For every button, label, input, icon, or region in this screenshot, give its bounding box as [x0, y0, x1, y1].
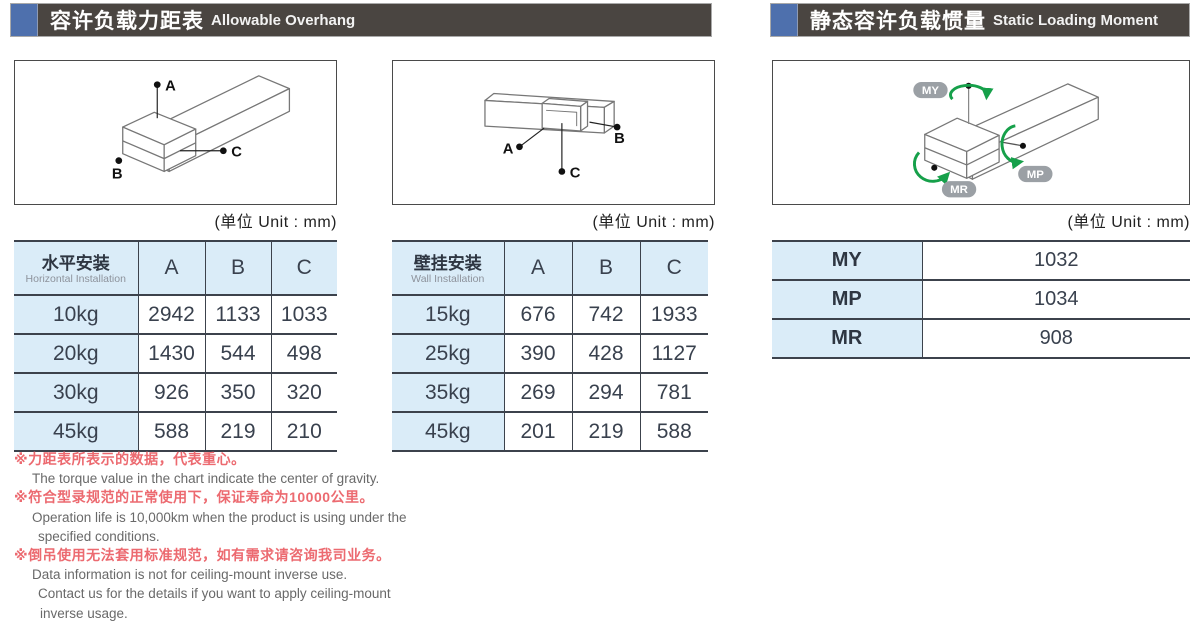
unit-label: (单位 Unit : mm): [592, 214, 715, 231]
table-header-row: 壁挂安装 Wall Installation A B C: [392, 240, 708, 296]
point-a-dot: [153, 81, 161, 89]
mr-rotation-arrow-icon: [912, 151, 951, 186]
header-static-loading-moment: 静态容许负载惯量 Static Loading Moment: [770, 3, 1190, 37]
header-title-en: Allowable Overhang: [211, 11, 356, 29]
point-b-label: B: [112, 166, 123, 182]
mr-badge-label: MR: [950, 184, 969, 196]
moment-label-mp: MP: [772, 279, 923, 320]
footnotes: ※力距表所表示的数据，代表重心。 The torque value in the…: [14, 450, 514, 623]
note-en-line: inverse usage.: [40, 605, 128, 621]
moment-value-mr: 908: [921, 318, 1190, 359]
my-badge: MY: [913, 81, 948, 99]
wall-install-table: 壁挂安装 Wall Installation A B C 15kg 676 74…: [392, 240, 708, 452]
table-row: MP 1034: [772, 279, 1190, 320]
point-b-dot: [115, 157, 123, 164]
slider-step-line: [122, 140, 197, 160]
mp-axis-dot: [1019, 142, 1026, 149]
point-a-label: A: [165, 79, 176, 95]
table-row: 15kg 676 742 1933: [392, 294, 708, 335]
header-title-zh: 容许负载力距表: [50, 10, 204, 33]
rail-end-face: [603, 100, 615, 134]
table-row: MR 908: [772, 318, 1190, 359]
moment-value-my: 1032: [921, 240, 1190, 281]
col-header-b: B: [204, 240, 272, 296]
note-en-line: Contact us for the details if you want t…: [38, 586, 391, 602]
unit-label: (单位 Unit : mm): [1067, 214, 1190, 231]
col-header-c: C: [270, 240, 337, 296]
table-row: 25kg 390 428 1127: [392, 333, 708, 374]
note-en-line: Data information is not for ceiling-moun…: [32, 567, 348, 583]
col-header-a: A: [137, 240, 206, 296]
table-row: 45kg 201 219 588: [392, 411, 708, 452]
mr-axis-dot: [931, 164, 938, 171]
slider-side-face: [579, 100, 589, 132]
header-title-en: Static Loading Moment: [993, 11, 1158, 29]
horizontal-install-table: 水平安装 Horizontal Installation A B C 10kg …: [14, 240, 337, 452]
moment-value-mp: 1034: [921, 279, 1190, 320]
mp-badge: MP: [1018, 165, 1053, 183]
moment-diagram: MY MP MR: [912, 81, 1099, 198]
leader-line-b: [589, 121, 618, 128]
horizontal-install-diagram: A C B: [112, 75, 291, 182]
col-header-b: B: [571, 240, 641, 296]
note-en-line: Operation life is 10,000km when the prod…: [32, 509, 407, 525]
mp-badge-label: MP: [1027, 169, 1045, 181]
table-corner-cell: 水平安装 Horizontal Installation: [14, 240, 139, 296]
header-accent-square: [11, 4, 38, 36]
table-row: 10kg 2942 1133 1033: [14, 294, 337, 335]
my-rotation-arrow-icon: [949, 83, 994, 101]
note-en-line: specified conditions.: [38, 528, 160, 544]
note-zh-line: ※力距表所表示的数据，代表重心。: [14, 451, 246, 467]
slider-step-line: [924, 147, 1000, 166]
point-b-label: B: [614, 131, 625, 147]
table-row: MY 1032: [772, 240, 1190, 281]
moment-label-mr: MR: [772, 318, 923, 359]
moment-diagram-box: MY MP MR: [772, 60, 1190, 205]
header-allowable-overhang: 容许负载力距表 Allowable Overhang: [10, 3, 712, 37]
slider-inner-line: [546, 109, 578, 127]
leader-line-a: [519, 127, 545, 148]
table-row: 45kg 588 219 210: [14, 411, 337, 452]
mr-badge: MR: [941, 181, 977, 198]
note-zh-line: ※符合型录规范的正常使用下，保证寿命为10000公里。: [14, 489, 375, 506]
col-header-c: C: [639, 240, 708, 296]
table-corner-cell: 壁挂安装 Wall Installation: [392, 240, 505, 296]
note-en-line: The torque value in the chart indicate t…: [32, 471, 380, 487]
wall-install-diagram-box: A C B: [392, 60, 715, 205]
point-c-label: C: [570, 165, 581, 181]
point-a-label: A: [503, 142, 514, 158]
mp-axis-line: [1000, 141, 1024, 147]
table-row: 20kg 1430 544 498: [14, 333, 337, 374]
table-header-row: 水平安装 Horizontal Installation A B C: [14, 240, 337, 296]
point-c-label: C: [231, 145, 242, 161]
note-zh-line: ※倒吊使用无法套用标准规范，如有需求请咨询我司业务。: [14, 547, 391, 564]
wall-install-diagram: A C B: [484, 92, 625, 181]
point-c-dot: [219, 147, 227, 155]
moment-label-my: MY: [772, 240, 923, 281]
col-header-a: A: [503, 240, 573, 296]
point-b-dot: [613, 123, 621, 131]
header-accent-square: [771, 4, 798, 36]
header-title-zh: 静态容许负载惯量: [810, 10, 986, 33]
table-row: 35kg 269 294 781: [392, 372, 708, 413]
point-a-dot: [516, 143, 523, 151]
horizontal-install-diagram-box: A C B: [14, 60, 337, 205]
table-row: 30kg 926 350 320: [14, 372, 337, 413]
my-badge-label: MY: [922, 85, 940, 97]
unit-label: (单位 Unit : mm): [214, 214, 337, 231]
moment-table: MY 1032 MP 1034 MR 908: [772, 240, 1190, 359]
mp-rotation-arrow-icon: [1000, 124, 1025, 170]
point-c-dot: [558, 168, 566, 175]
